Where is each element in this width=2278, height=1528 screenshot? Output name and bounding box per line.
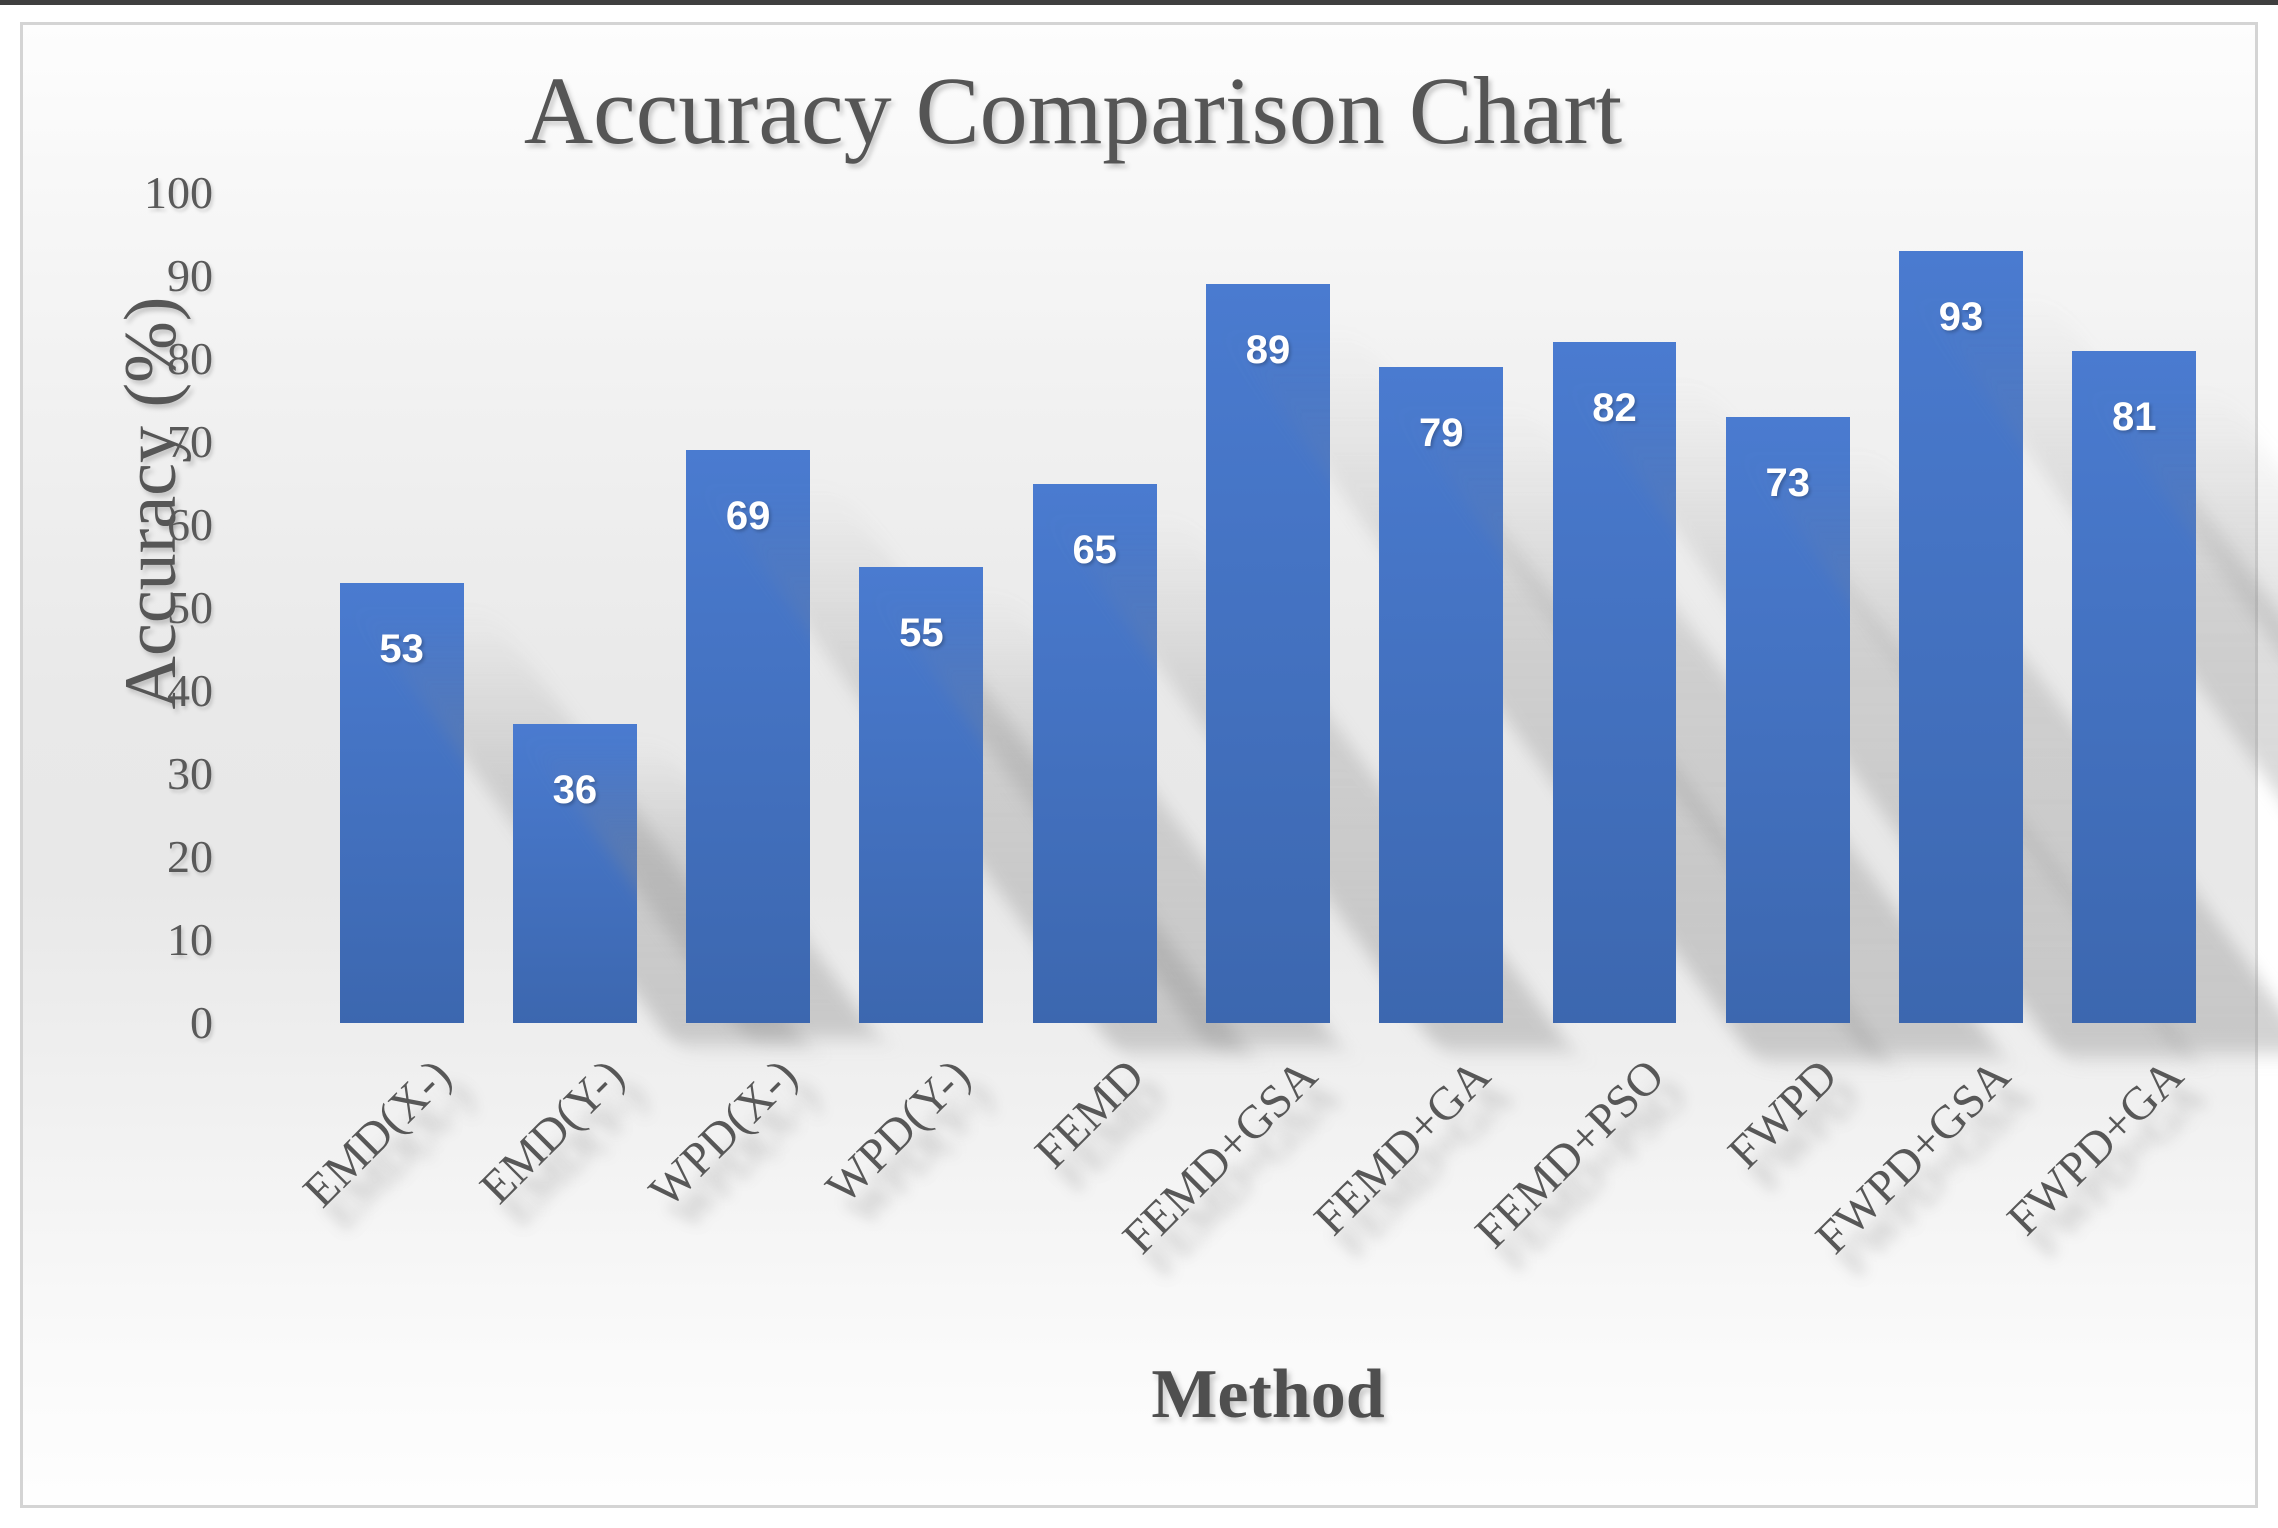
chart-title: Accuracy Comparison Chart (523, 57, 1623, 164)
bar: 36 (512, 724, 637, 1023)
bar-value-label: 81 (2112, 394, 2157, 439)
y-tick-label: 10 (167, 914, 213, 965)
bar-value-label: 73 (1765, 461, 1811, 506)
y-tick-label: 30 (167, 748, 213, 799)
bar-value-label: 82 (1592, 386, 1637, 431)
y-tick-label: 50 (167, 582, 213, 633)
y-tick-label: 70 (167, 416, 213, 467)
bar-slot: 55 (835, 193, 1008, 1023)
bar: 89 (1206, 284, 1330, 1023)
bar-slot: 79 (1355, 193, 1528, 1023)
bar-slot: 93 (1874, 193, 2047, 1023)
bar: 73 (1725, 417, 1850, 1023)
plot-area: 53 36 69 55 65 89 79 82 73 93 81 (315, 193, 2221, 1023)
bar-slot: 89 (1181, 193, 1354, 1023)
x-axis-title: Method (1151, 1356, 1385, 1433)
bar-slot: 53 (315, 193, 488, 1023)
bar-slot: 73 (1701, 193, 1874, 1023)
bar-slot: 82 (1528, 193, 1701, 1023)
bar: 93 (1899, 251, 2023, 1023)
bar: 55 (859, 566, 984, 1023)
y-tick-label: 90 (167, 250, 213, 301)
bar-value-label: 65 (1072, 527, 1117, 572)
bar-value-label: 36 (552, 768, 598, 813)
y-tick-label: 20 (167, 831, 213, 882)
bar: 53 (339, 583, 464, 1023)
bar-value-label: 79 (1418, 411, 1464, 456)
y-tick-label: 100 (144, 167, 213, 218)
chart-container: Accuracy Comparison Chart Accuracy (%) 0… (20, 22, 2258, 1508)
y-tick-label: 40 (167, 665, 213, 716)
bar-value-label: 89 (1245, 328, 1291, 373)
top-border-line (0, 0, 2278, 5)
bar-value-label: 69 (725, 494, 771, 539)
y-axis-ticks: 0 10 20 30 40 50 60 70 80 90 100 (63, 170, 213, 1046)
bar-slot: 36 (488, 193, 661, 1023)
bar-slot: 65 (1008, 193, 1181, 1023)
y-tick-label: 60 (167, 499, 213, 550)
bar: 65 (1032, 483, 1157, 1023)
bar-slot: 81 (2048, 193, 2221, 1023)
bar-slot: 69 (662, 193, 835, 1023)
bar-value-label: 93 (1938, 295, 1984, 340)
x-axis-labels: EMD(X-) EMD(Y-) WPD(X-) WPD(Y-) FEMD FEMD+GSA… (293, 1035, 2221, 1365)
y-tick-label: 0 (190, 997, 213, 1048)
bar: 69 (686, 450, 811, 1023)
bar: 81 (2072, 350, 2197, 1023)
bar: 82 (1552, 342, 1677, 1023)
bar-value-label: 53 (379, 627, 424, 672)
x-tick-slot: FWPD+GA (1998, 1035, 2221, 1365)
bar: 79 (1379, 367, 1504, 1023)
bar-value-label: 55 (899, 610, 944, 655)
y-tick-label: 80 (167, 333, 213, 384)
x-tick-label: EMD(X-) (293, 1049, 461, 1218)
